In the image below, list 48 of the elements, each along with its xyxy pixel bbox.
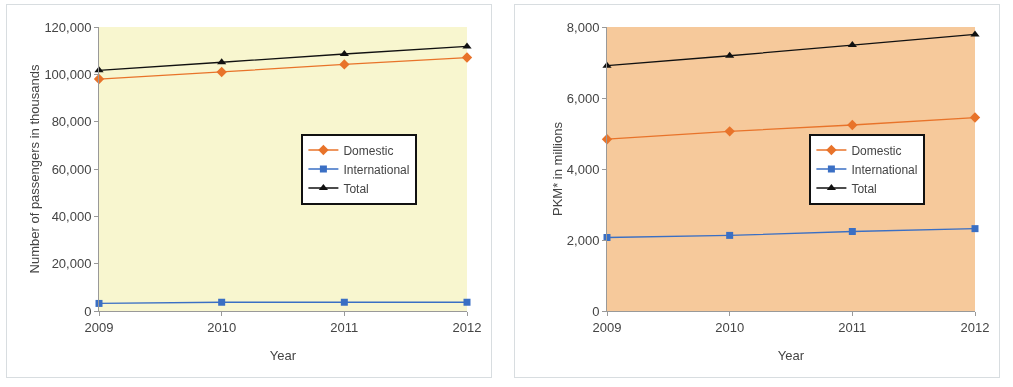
- legend-label: Total: [851, 181, 877, 196]
- y-tick-label: 0: [592, 303, 600, 319]
- point: [601, 133, 613, 145]
- y-tick-label: 60,000: [51, 161, 92, 177]
- x-tick-label: 2010: [715, 319, 745, 335]
- y-tick-label: 100,000: [44, 66, 92, 82]
- point: [725, 51, 735, 58]
- point: [339, 59, 350, 70]
- x-axis-title: Year: [269, 348, 297, 363]
- y-axis-title: PKM* in millions: [549, 121, 565, 216]
- x-tick-label: 2012: [960, 319, 990, 335]
- x-tick-label: 2010: [207, 319, 237, 335]
- point: [339, 49, 349, 56]
- legend-label: Domestic: [851, 143, 902, 158]
- legend-label: Domestic: [343, 143, 394, 158]
- legend-label: International: [851, 162, 918, 177]
- y-tick-label: 120,000: [44, 19, 92, 35]
- y-tick-label: 0: [84, 303, 92, 319]
- point: [847, 41, 857, 48]
- y-tick-label: 80,000: [51, 114, 92, 130]
- point: [216, 66, 227, 78]
- x-tick-label: 2012: [452, 319, 482, 335]
- y-axis-title: Number of passengers in thousands: [27, 64, 43, 274]
- x-tick-label: 2009: [84, 319, 114, 335]
- y-tick-label: 6,000: [566, 90, 600, 106]
- point: [969, 112, 981, 123]
- point: [724, 126, 735, 137]
- x-axis-title: Year: [777, 348, 805, 363]
- point: [218, 298, 226, 306]
- legend-label: International: [343, 162, 410, 177]
- legend-label: Total: [343, 181, 369, 196]
- x-tick-label: 2011: [838, 319, 867, 335]
- point: [847, 119, 858, 131]
- point: [461, 52, 473, 63]
- y-tick-label: 40,000: [51, 208, 92, 224]
- point: [726, 231, 734, 239]
- point: [463, 298, 471, 306]
- x-tick-label: 2009: [592, 319, 622, 335]
- y-tick-label: 20,000: [51, 256, 92, 272]
- point: [340, 298, 348, 306]
- y-tick-label: 2,000: [566, 232, 600, 248]
- y-tick-label: 4,000: [566, 161, 600, 177]
- x-tick-label: 2011: [330, 319, 359, 335]
- point: [217, 58, 227, 65]
- point: [93, 73, 105, 85]
- point: [848, 227, 856, 235]
- point: [971, 225, 979, 233]
- y-tick-label: 8,000: [566, 19, 600, 35]
